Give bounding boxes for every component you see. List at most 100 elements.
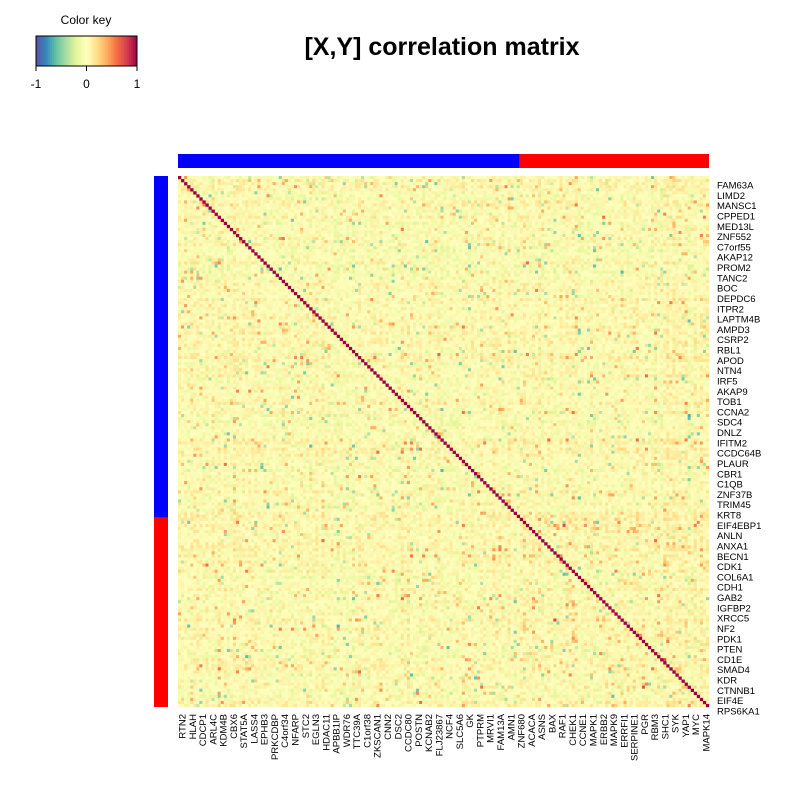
heatmap-cell — [587, 213, 590, 216]
heatmap-cell — [199, 249, 202, 252]
heatmap-cell — [633, 216, 636, 219]
heatmap-cell — [614, 255, 617, 258]
heatmap-cell — [538, 182, 541, 185]
heatmap-cell — [300, 234, 303, 237]
heatmap-cell — [584, 213, 587, 216]
heatmap-cell — [675, 249, 678, 252]
heatmap-cell — [596, 188, 599, 191]
heatmap-cell — [459, 182, 462, 185]
heatmap-cell — [273, 179, 276, 182]
heatmap-cell — [376, 225, 379, 228]
heatmap-cell — [511, 179, 514, 182]
heatmap-cell — [273, 252, 276, 255]
heatmap-cell — [178, 237, 181, 240]
heatmap-cell — [392, 191, 395, 194]
heatmap-cell — [572, 246, 575, 249]
heatmap-cell — [178, 179, 181, 182]
heatmap-cell — [382, 188, 385, 191]
heatmap-cell — [379, 200, 382, 203]
heatmap-cell — [199, 237, 202, 240]
heatmap-cell — [492, 249, 495, 252]
heatmap-cell — [376, 237, 379, 240]
heatmap-cell — [505, 246, 508, 249]
heatmap-cell — [569, 203, 572, 206]
heatmap-cell — [678, 249, 681, 252]
heatmap-cell — [535, 225, 538, 228]
heatmap-cell — [440, 237, 443, 240]
heatmap-cell — [556, 210, 559, 213]
heatmap-cell — [260, 185, 263, 188]
heatmap-cell — [544, 225, 547, 228]
heatmap-cell — [666, 243, 669, 246]
heatmap-cell — [697, 197, 700, 200]
heatmap-cell — [279, 249, 282, 252]
heatmap-cell — [599, 249, 602, 252]
heatmap-cell — [480, 207, 483, 210]
heatmap-cell — [700, 197, 703, 200]
heatmap-cell — [672, 258, 675, 261]
heatmap-cell — [685, 176, 688, 179]
heatmap-cell — [505, 185, 508, 188]
heatmap-cell — [312, 246, 315, 249]
heatmap-cell — [196, 243, 199, 246]
heatmap-cell — [434, 261, 437, 264]
heatmap-cell — [654, 176, 657, 179]
heatmap-cell — [636, 255, 639, 258]
heatmap-cell — [263, 188, 266, 191]
heatmap-cell — [675, 188, 678, 191]
heatmap-cell — [691, 234, 694, 237]
heatmap-cell — [547, 240, 550, 243]
heatmap-cell — [270, 188, 273, 191]
heatmap-cell — [401, 228, 404, 231]
heatmap-cell — [685, 237, 688, 240]
heatmap-cell — [660, 210, 663, 213]
heatmap-cell — [450, 185, 453, 188]
heatmap-cell — [251, 182, 254, 185]
heatmap-cell — [556, 240, 559, 243]
heatmap-cell — [553, 249, 556, 252]
heatmap-cell — [288, 176, 291, 179]
heatmap-cell — [535, 179, 538, 182]
heatmap-cell — [511, 243, 514, 246]
heatmap-cell — [398, 203, 401, 206]
heatmap-cell — [688, 252, 691, 255]
heatmap-cell — [215, 222, 218, 225]
heatmap-cell — [257, 213, 260, 216]
heatmap-cell — [367, 185, 370, 188]
heatmap-cell — [276, 231, 279, 234]
heatmap-cell — [617, 255, 620, 258]
heatmap-cell — [523, 225, 526, 228]
heatmap-cell — [361, 225, 364, 228]
heatmap-cell — [328, 237, 331, 240]
heatmap-cell — [309, 179, 312, 182]
heatmap-cell — [529, 231, 532, 234]
heatmap-cell — [379, 191, 382, 194]
heatmap-cell — [450, 243, 453, 246]
heatmap-cell — [379, 194, 382, 197]
heatmap-cell — [334, 240, 337, 243]
heatmap-cell — [654, 222, 657, 225]
heatmap-cell — [398, 219, 401, 222]
heatmap-cell — [624, 255, 627, 258]
heatmap-cell — [617, 237, 620, 240]
heatmap-cell — [181, 225, 184, 228]
heatmap-cell — [205, 252, 208, 255]
heatmap-cell — [578, 252, 581, 255]
chart-title: [X,Y] correlation matrix — [304, 33, 579, 61]
heatmap-cell — [480, 228, 483, 231]
heatmap-cell — [389, 240, 392, 243]
heatmap-cell — [242, 216, 245, 219]
heatmap-cell — [691, 231, 694, 234]
heatmap-cell — [315, 240, 318, 243]
heatmap-cell — [364, 231, 367, 234]
heatmap-cell — [501, 176, 504, 179]
heatmap-cell — [309, 185, 312, 188]
heatmap-cell — [685, 207, 688, 210]
heatmap-cell — [581, 176, 584, 179]
heatmap-cell — [251, 210, 254, 213]
heatmap-cell — [263, 197, 266, 200]
heatmap-cell — [663, 179, 666, 182]
heatmap-cell — [474, 185, 477, 188]
heatmap-cell — [370, 188, 373, 191]
heatmap-cell — [419, 210, 422, 213]
